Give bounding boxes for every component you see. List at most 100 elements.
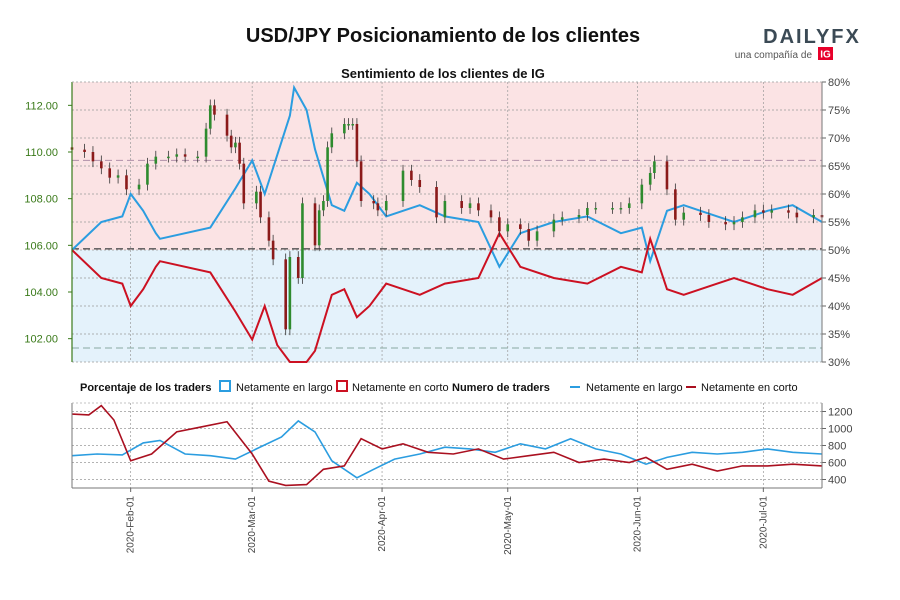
candle-body — [527, 229, 531, 241]
right-tick-label: 40% — [828, 301, 850, 313]
x-tick-label: 2020-Jun-01 — [633, 496, 644, 553]
long-count-line — [71, 419, 823, 479]
candle-body — [234, 142, 237, 148]
left-tick-label: 104.00 — [24, 287, 58, 299]
chart-title: USD/JPY Posicionamiento de los clientes — [246, 25, 640, 47]
x-tick-label: 2020-Jul-01 — [758, 496, 769, 549]
candle-body — [167, 156, 170, 159]
left-tick-label: 106.00 — [24, 240, 58, 252]
left-tick-label: 108.00 — [24, 194, 58, 206]
candle-body — [384, 201, 388, 211]
right-tick-label: 50% — [828, 245, 850, 257]
candle-body — [359, 161, 363, 201]
candle-body — [665, 161, 669, 190]
candle-body — [418, 180, 422, 187]
legend-long-box — [219, 380, 231, 392]
count-axes: 400 600 800 1000 1200 — [71, 402, 852, 489]
candle-body — [519, 224, 522, 229]
count-tick-label: 400 — [828, 475, 846, 487]
candle-body — [296, 257, 300, 278]
candle-body — [627, 203, 631, 208]
candle-body — [229, 135, 233, 148]
ig-badge — [818, 47, 833, 60]
candle-body — [460, 201, 463, 208]
legend-short-box — [336, 380, 348, 392]
candle-body — [213, 105, 216, 115]
candle-body — [506, 224, 510, 232]
candle-body — [267, 217, 271, 241]
candle-body — [401, 170, 405, 201]
candle-body — [208, 105, 212, 129]
price-candles — [70, 99, 824, 336]
candle-body — [707, 215, 711, 222]
candle-body — [225, 114, 229, 136]
right-tick-label: 70% — [828, 133, 850, 145]
candle-body — [611, 208, 614, 210]
short-count-line — [71, 404, 823, 487]
count-tick-label: 1200 — [828, 407, 852, 419]
right-tick-label: 75% — [828, 105, 850, 117]
candle-body — [732, 222, 736, 225]
candle-body — [489, 210, 493, 218]
candle-body — [326, 147, 329, 201]
x-axis: 2020-Feb-01 2020-Mar-01 2020-Apr-01 2020-Ma… — [126, 488, 769, 555]
candle-body — [343, 124, 346, 134]
long-sentiment-line — [71, 84, 823, 269]
candle-body — [586, 208, 589, 215]
candle-body — [91, 152, 95, 162]
candle-body — [619, 208, 623, 210]
candle-body — [238, 142, 241, 164]
x-tick-label: 2020-May-01 — [503, 496, 514, 555]
candle-body — [594, 208, 598, 210]
candle-body — [351, 124, 355, 126]
candle-body — [753, 210, 757, 218]
right-tick-label: 65% — [828, 161, 850, 173]
candle-body — [255, 191, 258, 204]
candle-body — [443, 201, 447, 218]
legend-percent-long: Netamente en largo — [236, 382, 333, 394]
candle-body — [724, 222, 727, 225]
right-tick-label: 60% — [828, 189, 850, 201]
legend-count-short: Netamente en corto — [701, 382, 798, 394]
candle-body — [83, 149, 86, 152]
candle-body — [648, 173, 652, 185]
left-tick-label: 112.00 — [25, 100, 58, 112]
candle-body — [762, 210, 765, 213]
right-tick-label: 55% — [828, 217, 850, 229]
candle-body — [812, 215, 815, 218]
candle-body — [284, 259, 287, 330]
candle-body — [330, 133, 334, 148]
candle-body — [242, 163, 246, 204]
x-tick-label: 2020-Apr-01 — [377, 496, 388, 552]
sentiment-lines — [71, 84, 823, 363]
dailyfx-logo: DAILYFX una compañía de IG — [735, 26, 859, 61]
legend-count-heading: Numero de traders — [452, 382, 550, 394]
candle-body — [175, 154, 179, 157]
legend: Porcentaje de los traders Netamente en l… — [80, 380, 798, 394]
candle-body — [552, 219, 556, 232]
legend-count-long: Netamente en largo — [586, 382, 683, 394]
count-tick-label: 800 — [828, 441, 846, 453]
candle-body — [477, 203, 480, 211]
candle-body — [577, 215, 581, 218]
candle-body — [183, 154, 187, 157]
candle-body — [125, 175, 128, 190]
candle-body — [498, 217, 501, 232]
candle-body — [699, 212, 702, 215]
candle-body — [154, 156, 158, 164]
candle-body — [741, 217, 744, 222]
candle-body — [560, 217, 564, 220]
chart-subtitle: Sentimiento de los clientes de IG — [341, 66, 545, 81]
legend-percent-short: Netamente en corto — [352, 382, 449, 394]
short-sentiment-line — [71, 231, 823, 363]
candle-body — [100, 161, 103, 169]
candle-body — [435, 187, 438, 218]
x-tick-label: 2020-Feb-01 — [126, 496, 137, 554]
candle-body — [313, 203, 317, 246]
x-tick-label: 2020-Mar-01 — [247, 496, 258, 554]
candle-body — [355, 124, 359, 162]
main-gridlines — [72, 81, 822, 363]
count-lines — [71, 404, 823, 487]
candle-body — [410, 170, 413, 180]
